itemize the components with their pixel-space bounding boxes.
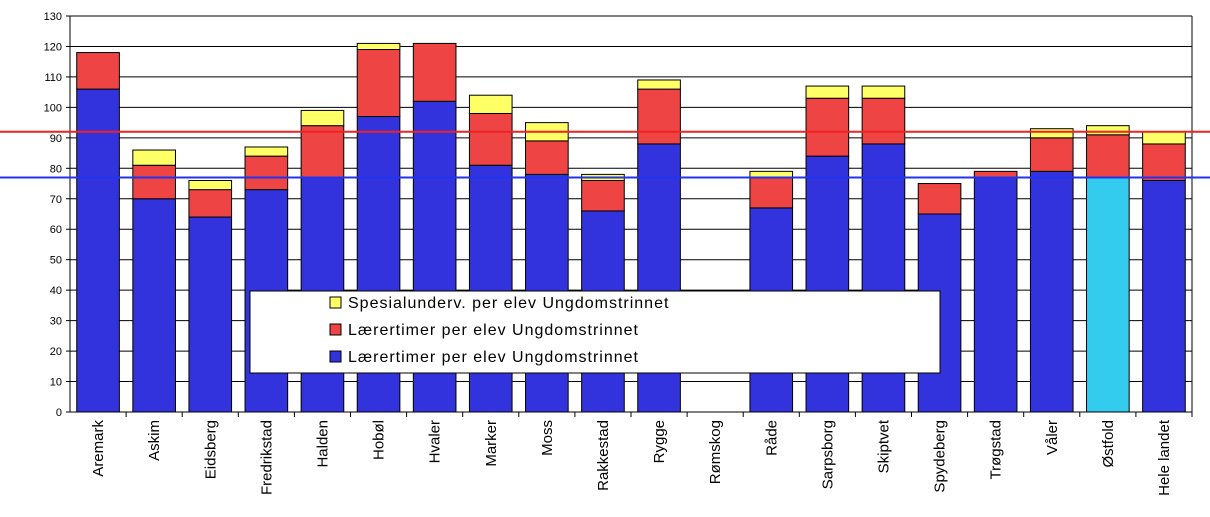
y-tick-label: 130 — [44, 11, 62, 23]
bar-askim-series-1 — [132, 198, 176, 413]
y-tick-label: 80 — [50, 163, 62, 175]
x-label-fredrikstad: Fredrikstad — [258, 420, 275, 495]
bar-eidsberg-series-3 — [188, 179, 233, 191]
x-label-rakkestad: Rakkestad — [595, 420, 612, 491]
y-axis-ticks: 0 10 20 30 40 50 60 70 80 90 100 110 120 130 — [44, 11, 70, 419]
bar-hele-landet-series-2 — [1142, 143, 1186, 181]
bar-rygge-series-3 — [637, 79, 681, 90]
bar-hob-l-series-2 — [356, 49, 401, 118]
y-tick-label: 50 — [50, 255, 62, 267]
legend-label-laerertimer-blue: Lærertimer per elev Ungdomstrinnet — [348, 349, 639, 366]
legend-label-spesialunderv: Spesialunderv. per elev Ungdomstrinnet — [348, 295, 669, 312]
x-label-spydeberg: Spydeberg — [932, 420, 949, 493]
bar-aremark-series-2 — [76, 52, 120, 90]
x-label-eidsberg: Eidsberg — [202, 420, 219, 479]
legend: Spesialunderv. per elev Ungdomstrinnet L… — [249, 290, 941, 374]
x-label-r-mskog: Rømskog — [707, 420, 724, 484]
bar-aremark-series-1 — [76, 88, 120, 413]
x-label-hob-l: Hobøl — [371, 420, 388, 460]
legend-swatch-laerertimer-blue — [329, 350, 342, 363]
y-tick-label: 100 — [44, 102, 62, 114]
x-label-stfold: Østfold — [1100, 420, 1117, 468]
bar-sarpsborg-series-2 — [805, 97, 850, 157]
bar-marker-series-3 — [468, 94, 513, 114]
x-label-marker: Marker — [483, 420, 500, 467]
y-tick-label: 0 — [56, 407, 62, 419]
x-label-aremark: Aremark — [90, 420, 107, 477]
bar-fredrikstad-series-2 — [244, 155, 289, 191]
x-label-sarpsborg: Sarpsborg — [819, 420, 836, 489]
bar-marker-series-2 — [468, 112, 513, 166]
bar-stfold-series-2 — [1086, 134, 1130, 178]
x-label-skiptvet: Skiptvet — [875, 419, 892, 473]
y-tick-label: 70 — [50, 194, 62, 206]
bar-va-ler-series-2 — [1029, 137, 1074, 172]
legend-swatch-spesialunderv — [329, 296, 342, 309]
bar-eidsberg-series-1 — [188, 216, 233, 413]
reference-lines — [0, 130, 1210, 179]
bar-stfold-series-1 — [1086, 176, 1130, 413]
x-label-hele-landet: Hele landet — [1156, 419, 1173, 496]
legend-label-laerertimer-red: Lærertimer per elev Ungdomstrinnet — [348, 322, 639, 339]
bar-spydeberg-series-2 — [917, 183, 962, 215]
bar-va-ler-series-1 — [1029, 170, 1074, 413]
bar-moss-series-2 — [525, 140, 569, 175]
x-label-va-ler: Våler — [1044, 420, 1061, 455]
bar-hele-landet-series-3 — [1142, 131, 1186, 145]
y-tick-label: 10 — [50, 377, 62, 389]
x-label-rygge: Rygge — [651, 420, 668, 463]
bar-askim-series-2 — [132, 164, 176, 200]
y-tick-label: 30 — [50, 316, 62, 328]
y-tick-label: 120 — [44, 41, 62, 53]
bar-rakkestad-series-2 — [581, 179, 625, 212]
bar-sarpsborg-series-1 — [805, 155, 850, 413]
bar-halden-series-2 — [300, 125, 345, 178]
x-label-ra-de: Råde — [763, 420, 780, 456]
x-label-askim: Askim — [146, 420, 163, 461]
x-label-tr-gstad: Trøgstad — [988, 420, 1005, 479]
bar-askim-series-3 — [132, 149, 176, 166]
legend-box — [249, 290, 941, 374]
bar-skiptvet-series-3 — [861, 85, 906, 99]
bar-fredrikstad-series-3 — [244, 146, 289, 157]
bar-va-ler-series-3 — [1029, 128, 1074, 139]
x-label-halden: Halden — [314, 420, 331, 468]
y-tick-label: 20 — [50, 346, 62, 358]
bar-eidsberg-series-2 — [188, 189, 233, 218]
legend-swatch-laerertimer-red — [329, 323, 342, 336]
bar-hvaler-series-2 — [412, 42, 457, 102]
y-tick-label: 40 — [50, 285, 62, 297]
bar-skiptvet-series-2 — [861, 97, 906, 145]
bar-hele-landet-series-1 — [1142, 179, 1186, 413]
bar-tr-gstad-series-1 — [973, 176, 1018, 413]
bar-rygge-series-2 — [637, 88, 681, 145]
x-label-moss: Moss — [539, 420, 556, 456]
bar-ra-de-series-2 — [749, 176, 794, 209]
bar-hob-l-series-3 — [356, 42, 401, 51]
x-label-hvaler: Hvaler — [427, 420, 444, 463]
y-tick-label: 110 — [44, 72, 62, 84]
y-tick-label: 60 — [50, 224, 62, 236]
y-tick-label: 90 — [50, 133, 62, 145]
bar-stfold-series-3 — [1086, 125, 1130, 136]
x-axis-labels: Aremark Askim Eidsberg Fredrikstad Halden Hob… — [90, 412, 1193, 496]
bar-marker-series-1 — [468, 164, 513, 413]
bar-sarpsborg-series-3 — [805, 85, 850, 99]
bar-halden-series-3 — [300, 109, 345, 127]
